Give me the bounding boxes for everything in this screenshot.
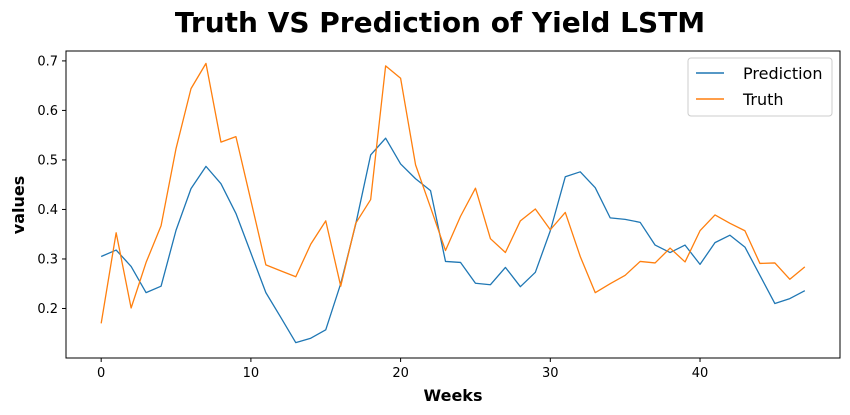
x-tick-label: 10 [243, 366, 260, 381]
series-line-truth [100, 62, 806, 324]
y-tick-label: 0.6 [37, 104, 58, 119]
y-axis-label: values [9, 176, 28, 234]
legend-label-prediction: Prediction [743, 64, 822, 83]
x-tick-label: 40 [692, 366, 709, 381]
y-tick-label: 0.3 [37, 252, 58, 267]
legend: Prediction Truth [687, 57, 833, 117]
legend-label-truth: Truth [742, 90, 784, 109]
x-tick-label: 30 [542, 366, 559, 381]
y-tick-label: 0.7 [37, 54, 58, 69]
series-line-prediction [100, 137, 806, 344]
chart-title: Truth VS Prediction of Yield LSTM [175, 6, 705, 39]
y-tick-label: 0.2 [37, 302, 58, 317]
y-tick-label: 0.5 [37, 153, 58, 168]
plot-area: 0 10 20 30 40 0.2 0.3 0.4 0.5 0.6 0.7 [37, 54, 806, 381]
x-axis-label: Weeks [424, 386, 483, 405]
plot-frame [65, 50, 841, 359]
y-tick-label: 0.4 [37, 203, 58, 218]
x-tick-label: 0 [97, 366, 105, 381]
x-tick-label: 20 [392, 366, 409, 381]
